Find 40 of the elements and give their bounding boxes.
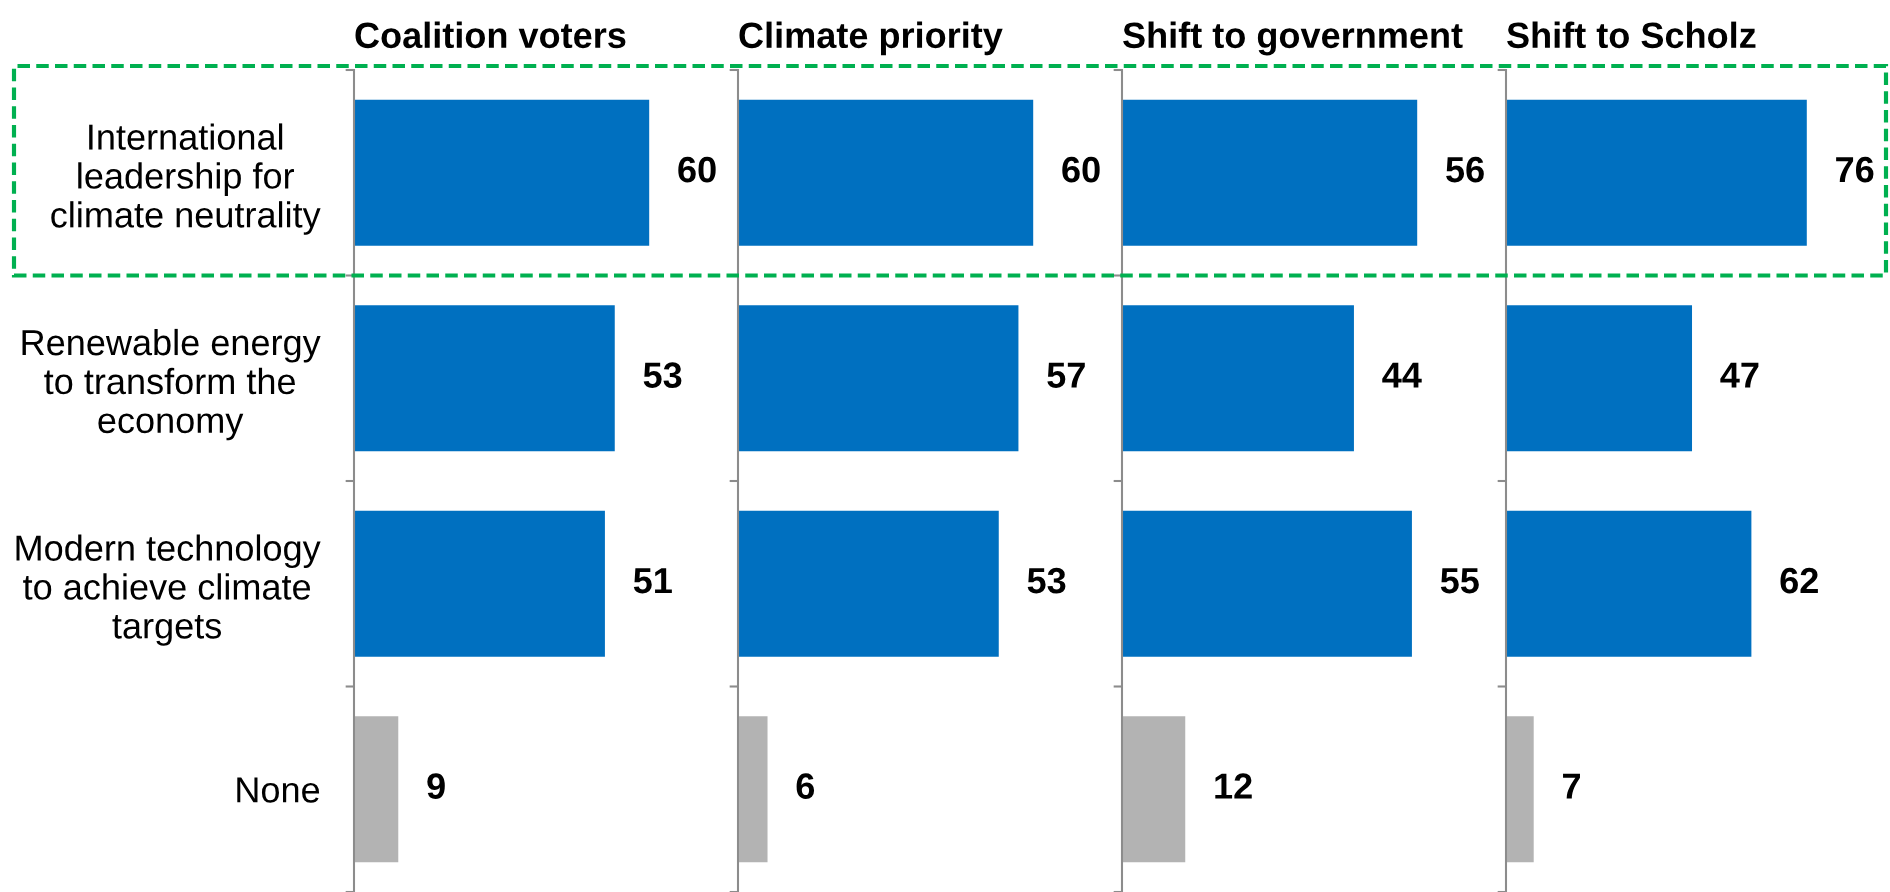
data-label: 6 (796, 773, 815, 799)
chart-title: Shift to government (1123, 21, 1463, 56)
data-label: 57 (1047, 362, 1085, 388)
data-label: 51 (633, 568, 672, 594)
y-tick-label: None (237, 777, 320, 803)
data-label: 56 (1446, 156, 1484, 183)
data-label: 55 (1440, 568, 1479, 594)
bar (354, 305, 615, 452)
bar (1506, 99, 1807, 246)
bar (354, 510, 605, 657)
bar (1506, 716, 1534, 863)
bar (354, 99, 650, 246)
data-label: 47 (1720, 362, 1759, 388)
data-label: 62 (1780, 567, 1818, 594)
data-label: 7 (1563, 773, 1580, 799)
data-label: 76 (1836, 156, 1874, 183)
chart-title: Shift to Scholz (1507, 21, 1756, 49)
bar (1122, 99, 1418, 246)
data-label: 53 (643, 362, 682, 388)
data-label: 9 (427, 773, 445, 799)
data-label: 44 (1382, 362, 1422, 388)
y-tick-label: Renewable energy to transform the economy (22, 328, 321, 441)
bar (738, 510, 999, 657)
bar (1122, 510, 1412, 657)
bar (1122, 305, 1354, 452)
bar (354, 716, 399, 863)
data-label: 12 (1215, 773, 1252, 799)
bar (738, 716, 768, 863)
bar (1122, 716, 1186, 863)
data-label: 53 (1027, 567, 1066, 594)
data-label: 60 (678, 156, 716, 183)
bar (1506, 510, 1752, 657)
data-label: 60 (1062, 156, 1100, 183)
bar (738, 99, 1034, 246)
y-tick-label: Modern technology to achieve climate targets (16, 534, 321, 646)
chart-title: Coalition voters (355, 21, 626, 49)
chart-title: Climate priority (739, 21, 1003, 56)
y-tick-label: International leadership for climate neutrality (51, 123, 321, 235)
bar (738, 305, 1019, 452)
bar (1506, 305, 1693, 452)
